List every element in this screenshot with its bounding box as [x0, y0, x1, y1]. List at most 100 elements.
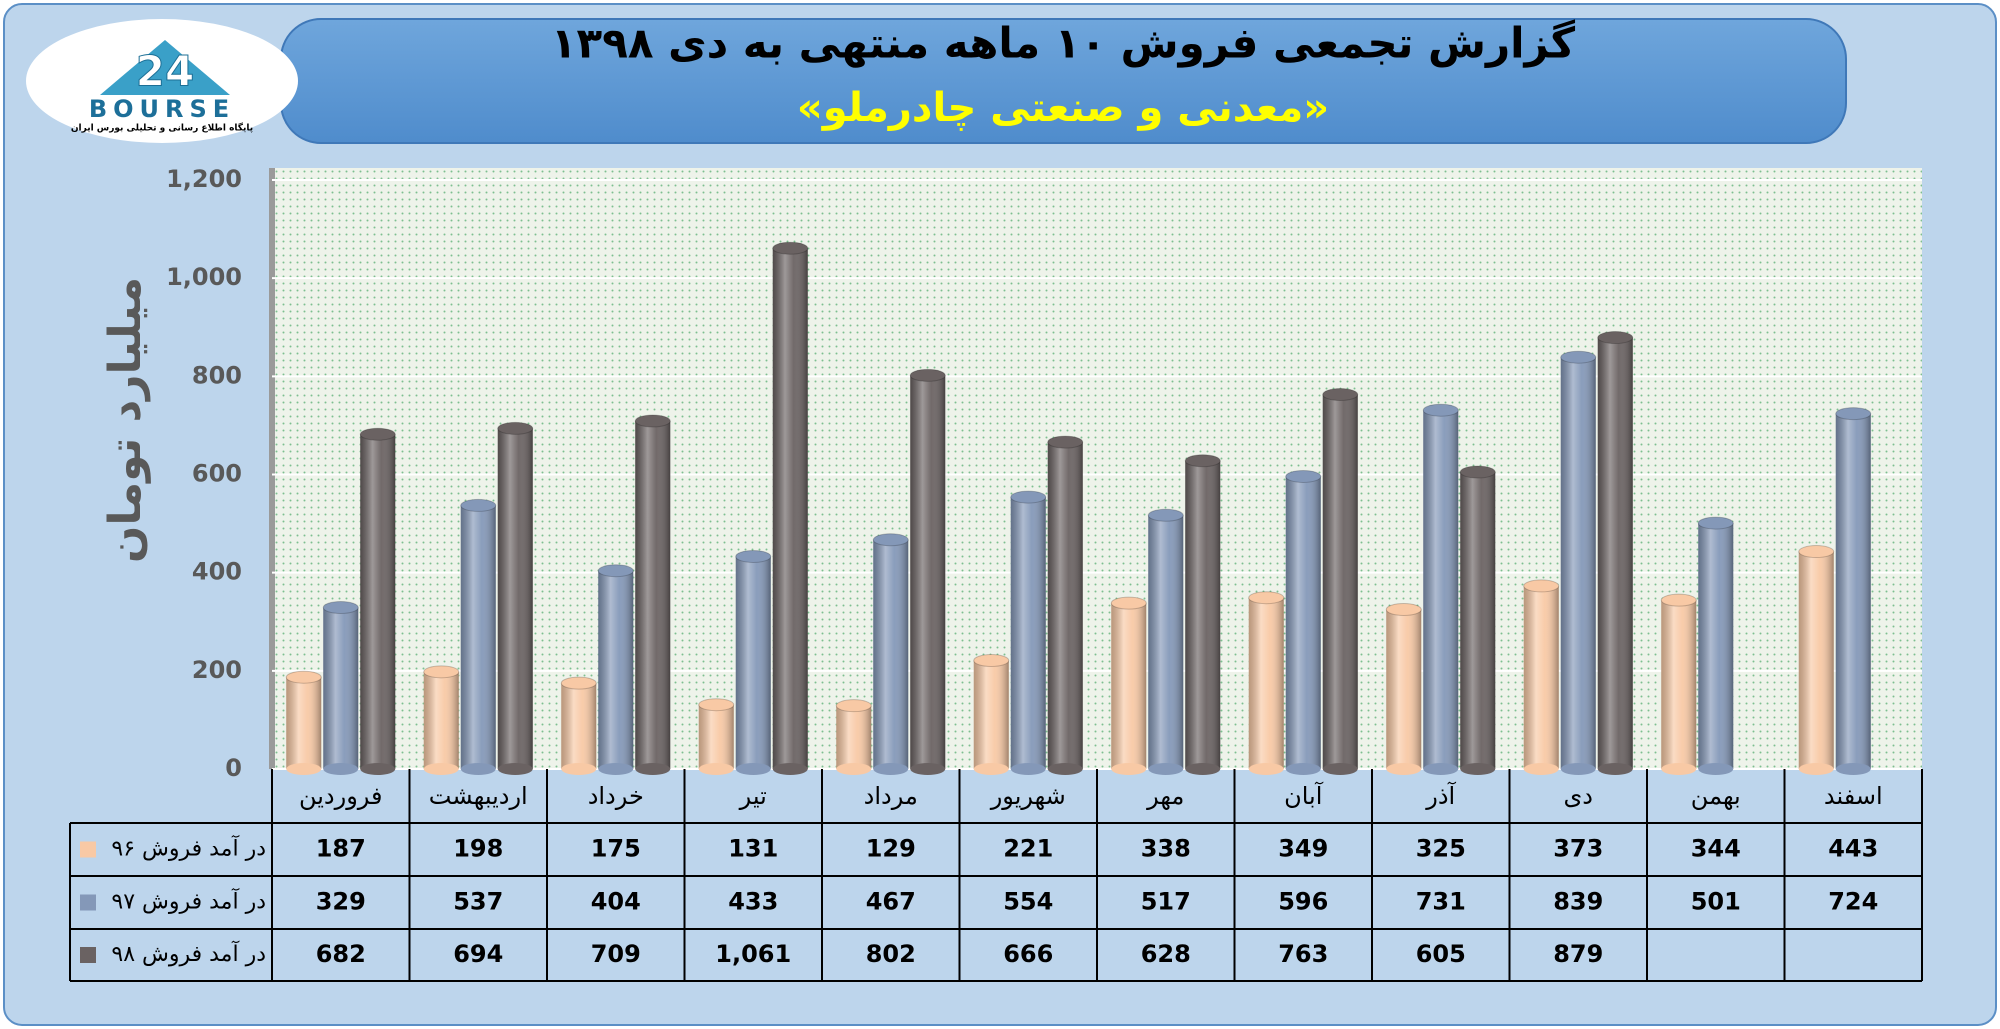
bar-shade — [1835, 413, 1871, 769]
table-value: 329 — [316, 888, 366, 916]
table-value: 187 — [316, 835, 366, 863]
bar-base — [1460, 763, 1496, 775]
bar-shade — [836, 705, 872, 769]
table-value: 129 — [866, 835, 916, 863]
bar-cap — [1697, 516, 1734, 530]
bar-base — [561, 763, 597, 775]
bar-cap — [1322, 387, 1359, 401]
bar-base — [973, 763, 1009, 775]
bar-shade — [1047, 442, 1083, 769]
bar-cap — [1110, 596, 1147, 610]
bar-shade — [735, 556, 771, 769]
bar-shade — [1423, 410, 1459, 769]
bar-shade — [460, 505, 496, 769]
bar-base — [323, 763, 359, 775]
x-tick-label: مهر — [1146, 782, 1184, 810]
table-value: 198 — [453, 835, 503, 863]
legend-swatch — [80, 841, 96, 858]
bar-shade — [1285, 476, 1321, 769]
bar-cap — [423, 665, 460, 679]
bar-shade — [561, 683, 597, 769]
y-tick-label: 1,000 — [166, 263, 242, 291]
table-value: 802 — [866, 940, 916, 968]
bar-base — [698, 763, 734, 775]
y-tick-label: 800 — [192, 361, 242, 389]
bar-base — [1248, 763, 1284, 775]
bar-cap — [1047, 435, 1084, 449]
bar-cap — [460, 498, 497, 512]
bar-cap — [1835, 407, 1872, 421]
bar-base — [772, 763, 808, 775]
y-axis-title: میلیارد تومان — [100, 277, 151, 563]
legend-swatch — [80, 947, 96, 963]
bar-cap — [359, 427, 396, 441]
x-tick-label: خرداد — [588, 782, 644, 810]
bar-shade — [635, 420, 671, 769]
chart-title: گزارش تجمعی فروش ۱۰ ماهه منتهی به دی ۱۳۹… — [551, 19, 1576, 69]
table-value: 344 — [1691, 835, 1741, 863]
table-value: 628 — [1141, 940, 1191, 968]
table-value: 349 — [1278, 835, 1328, 863]
bar-shade — [1248, 597, 1284, 769]
bar-shade — [360, 434, 396, 769]
table-value: 175 — [591, 835, 641, 863]
bar-cap — [1798, 545, 1835, 559]
y-tick-label: 0 — [225, 754, 242, 782]
bar-shade — [1597, 337, 1633, 769]
table-value: 221 — [1003, 835, 1053, 863]
bar-cap — [1597, 331, 1634, 345]
bar-cap — [1560, 350, 1597, 364]
bar-base — [497, 763, 533, 775]
x-tick-label: شهریور — [990, 782, 1066, 810]
bar-shade — [1111, 603, 1147, 769]
bar-cap — [872, 533, 909, 547]
bar-base — [1285, 763, 1321, 775]
bar-cap — [322, 601, 359, 615]
bar-cap — [1010, 490, 1047, 504]
bar-base — [1423, 763, 1459, 775]
bar-base — [1185, 763, 1221, 775]
bar-cap — [735, 549, 772, 563]
y-tick-label: 600 — [192, 460, 242, 488]
bar-base — [1597, 763, 1633, 775]
bar-base — [635, 763, 671, 775]
table-value: 131 — [728, 835, 778, 863]
logo-name: BOURSE — [89, 95, 235, 123]
bar-cap — [1248, 591, 1285, 605]
bar-cap — [1422, 403, 1459, 417]
bar-base — [873, 763, 909, 775]
table-value: 682 — [316, 940, 366, 968]
table-value: 731 — [1416, 888, 1466, 916]
plot-area — [272, 168, 1922, 769]
bar-base — [1111, 763, 1147, 775]
bar-base — [1047, 763, 1083, 775]
table-value: 433 — [728, 888, 778, 916]
bar-base — [460, 763, 496, 775]
bar-shade — [1698, 523, 1734, 769]
logo-mark: 24 — [136, 47, 194, 96]
bar-shade — [1386, 609, 1422, 769]
bar-shade — [1523, 585, 1559, 769]
bar-cap — [1285, 469, 1322, 483]
bar-base — [1698, 763, 1734, 775]
table-value: 404 — [591, 888, 641, 916]
table-value: 325 — [1416, 835, 1466, 863]
bar-shade — [873, 539, 909, 769]
bar-cap — [497, 421, 534, 435]
bar-cap — [909, 368, 946, 382]
bar-shade — [1661, 600, 1697, 769]
bar-cap — [772, 241, 809, 255]
table-value: 373 — [1553, 835, 1603, 863]
y-tick-label: 200 — [192, 656, 242, 684]
x-tick-label: اسفند — [1824, 782, 1883, 810]
bar-base — [1322, 763, 1358, 775]
bar-base — [1661, 763, 1697, 775]
bar-cap — [1523, 579, 1560, 593]
bar-base — [1148, 763, 1184, 775]
bar-base — [1523, 763, 1559, 775]
bar-shade — [323, 607, 359, 769]
table-value: 724 — [1828, 888, 1878, 916]
bar-cap — [285, 670, 322, 684]
bar-cap — [597, 564, 634, 578]
